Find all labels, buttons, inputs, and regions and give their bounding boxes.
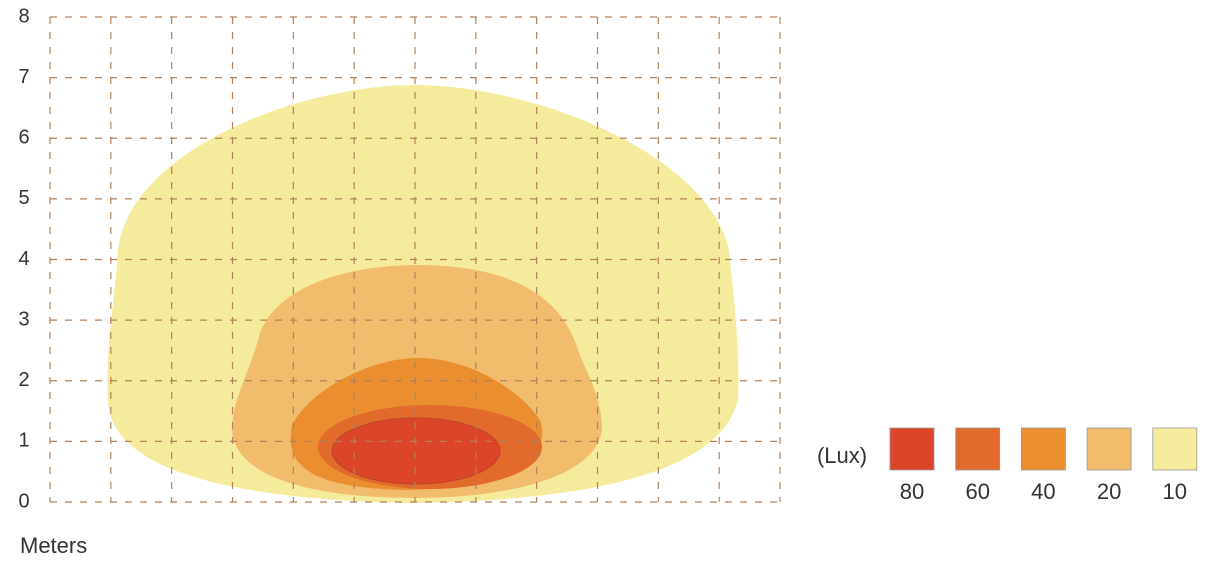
legend-label: 80 [900,479,924,504]
y-tick-label: 8 [18,5,29,27]
legend-label: 20 [1097,479,1121,504]
y-tick-label: 1 [18,430,29,452]
legend-swatch [1021,427,1066,471]
legend-swatch [1152,427,1198,471]
legend-title: (Lux) [817,443,867,468]
legend-swatch [889,427,935,471]
y-tick-label: 4 [18,248,29,270]
legend-swatch [955,427,1001,471]
isolux-contour [331,417,501,485]
legend-label: 60 [965,479,989,504]
axis-label: Meters [20,533,87,558]
y-tick-label: 3 [18,308,29,330]
y-tick-label: 2 [18,369,29,391]
y-tick-label: 6 [18,127,29,149]
legend-swatch [1086,427,1132,471]
legend-label: 10 [1163,479,1187,504]
y-tick-label: 7 [18,66,29,88]
legend-label: 40 [1031,479,1055,504]
y-tick-label: 0 [18,490,29,512]
y-tick-label: 5 [18,187,29,209]
